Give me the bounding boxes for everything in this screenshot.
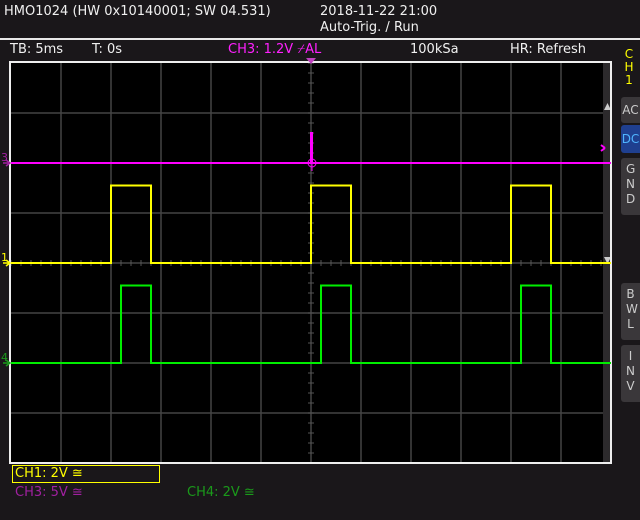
coupling-ac-button[interactable]: AC bbox=[621, 97, 640, 123]
gnd-label: GND bbox=[626, 162, 636, 206]
ground-marker-ch3-icon bbox=[3, 159, 12, 167]
acquisition-mode[interactable]: HR: Refresh bbox=[510, 42, 587, 57]
bandwidth-limit-button[interactable]: BWL bbox=[621, 283, 640, 340]
coupling-dc-button[interactable]: DC bbox=[621, 125, 640, 153]
ground-marker-label: 3 bbox=[1, 151, 8, 164]
ground-marker-label: 4 bbox=[1, 351, 8, 364]
sample-rate: 100kSa bbox=[410, 42, 459, 57]
trigger-level-marker-icon bbox=[600, 144, 606, 152]
ch3-label[interactable]: CH3: 5V ≅ bbox=[15, 485, 83, 500]
ground-marker-ch4-icon bbox=[3, 359, 12, 367]
ground-marker-ch1-icon bbox=[3, 259, 12, 267]
device-info: HMO1024 (HW 0x10140001; SW 04.531) bbox=[4, 4, 271, 19]
trace-ch3 bbox=[11, 132, 611, 164]
ch1-label[interactable]: CH1: 2V ≅ bbox=[12, 465, 160, 483]
trace-ch1 bbox=[11, 184, 611, 264]
bwl-label: BWL bbox=[626, 287, 638, 331]
side-panel-channel: CH1 bbox=[624, 47, 634, 87]
trigger-position-marker-icon bbox=[306, 58, 316, 64]
acquisition-status: Auto-Trig. / Run bbox=[320, 20, 419, 35]
ground-marker-label: 1 bbox=[1, 251, 8, 264]
timebase[interactable]: TB: 5ms bbox=[10, 42, 64, 57]
header-divider bbox=[0, 38, 640, 40]
trigger-time[interactable]: T: 0s bbox=[92, 42, 123, 57]
trace-ch4 bbox=[11, 284, 611, 364]
scroll-up-arrow-icon[interactable] bbox=[604, 103, 611, 110]
ch4-label[interactable]: CH4: 2V ≅ bbox=[187, 485, 255, 500]
scroll-down-arrow-icon[interactable] bbox=[604, 257, 611, 264]
invert-button[interactable]: INV bbox=[621, 345, 640, 402]
datetime: 2018-11-22 21:00 bbox=[320, 4, 438, 19]
trigger-setting[interactable]: CH3: 1.2V ⌿AL bbox=[228, 42, 322, 57]
trigger-crosshair-lines bbox=[304, 155, 320, 171]
coupling-gnd-button[interactable]: GND bbox=[621, 158, 640, 215]
inv-label: INV bbox=[626, 349, 635, 393]
